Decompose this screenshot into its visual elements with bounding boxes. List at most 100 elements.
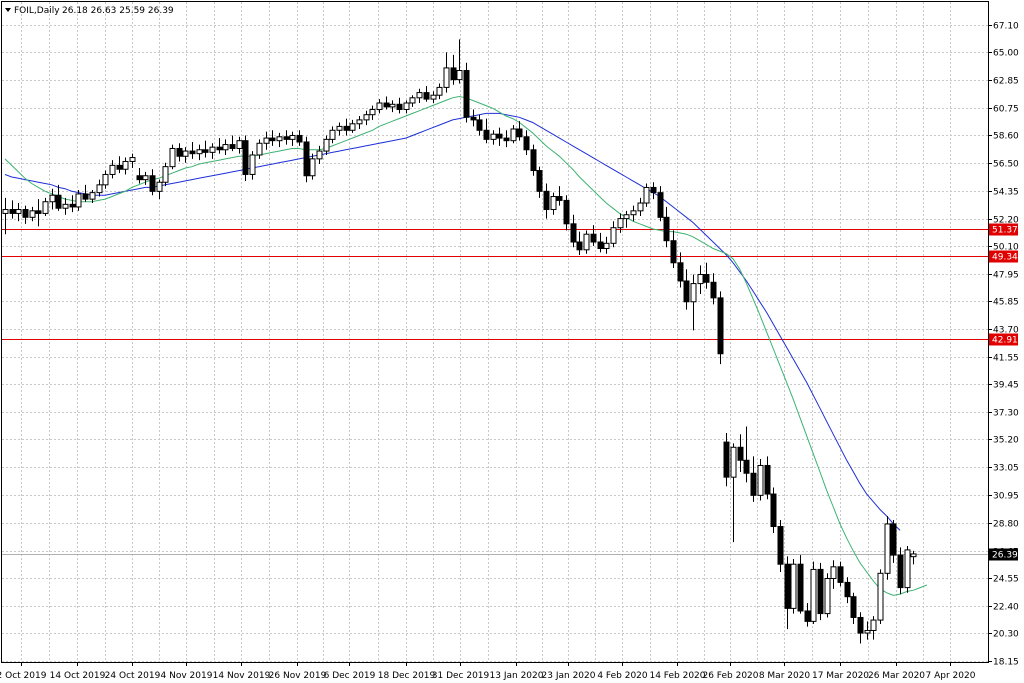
candle[interactable]: [670, 230, 677, 268]
candle[interactable]: [202, 140, 209, 158]
candle[interactable]: [142, 171, 149, 185]
candle[interactable]: [683, 269, 690, 310]
candle[interactable]: [303, 136, 310, 183]
candle[interactable]: [416, 88, 423, 103]
time-axis[interactable]: 2 Oct 2019 14 Oct 2019 24 Oct 2019 4 Nov 20…: [0, 662, 976, 681]
candle[interactable]: [129, 153, 136, 168]
candle[interactable]: [249, 151, 256, 180]
candle[interactable]: [2, 197, 9, 235]
candle[interactable]: [597, 232, 604, 253]
candle[interactable]: [850, 592, 857, 624]
candle[interactable]: [476, 114, 483, 136]
candle[interactable]: [463, 62, 470, 123]
candle[interactable]: [443, 52, 450, 93]
candle[interactable]: [623, 210, 630, 228]
candle[interactable]: [336, 122, 343, 136]
candle[interactable]: [276, 132, 283, 148]
candle[interactable]: [663, 206, 670, 248]
candle[interactable]: [263, 131, 270, 150]
candle[interactable]: [323, 135, 330, 155]
candle[interactable]: [42, 197, 49, 217]
candle[interactable]: [15, 203, 22, 222]
candle[interactable]: [122, 157, 129, 175]
candle[interactable]: [69, 195, 76, 213]
candle[interactable]: [196, 144, 203, 161]
candle[interactable]: [770, 487, 777, 534]
candle[interactable]: [162, 162, 169, 187]
candle[interactable]: [289, 131, 296, 146]
candle[interactable]: [470, 109, 477, 127]
candle[interactable]: [109, 160, 116, 179]
candle[interactable]: [316, 145, 323, 165]
candle[interactable]: [423, 86, 430, 102]
candle[interactable]: [456, 39, 463, 84]
candle[interactable]: [556, 186, 563, 206]
dropdown-triangle-icon[interactable]: [5, 8, 11, 12]
candle[interactable]: [450, 54, 457, 85]
candle[interactable]: [570, 214, 577, 248]
candle[interactable]: [697, 265, 704, 294]
candle[interactable]: [363, 110, 370, 126]
candle[interactable]: [269, 130, 276, 146]
candle[interactable]: [730, 443, 737, 543]
candle[interactable]: [690, 274, 697, 331]
candle[interactable]: [229, 135, 236, 152]
candle[interactable]: [176, 143, 183, 162]
candle[interactable]: [703, 262, 710, 289]
candle[interactable]: [356, 115, 363, 129]
candle[interactable]: [503, 130, 510, 148]
candle[interactable]: [383, 96, 390, 110]
candle[interactable]: [343, 118, 350, 136]
candle[interactable]: [643, 183, 650, 207]
candle[interactable]: [750, 456, 757, 502]
candle[interactable]: [156, 179, 163, 200]
candle[interactable]: [516, 121, 523, 141]
candle[interactable]: [550, 192, 557, 215]
price-axis[interactable]: 67.10 65.00 62.85 60.75 58.60 56.50 54.35 52.20…: [988, 22, 1019, 668]
candle[interactable]: [283, 130, 290, 145]
candle[interactable]: [830, 560, 837, 589]
candle[interactable]: [96, 179, 103, 197]
candle[interactable]: [256, 139, 263, 159]
candle[interactable]: [717, 291, 724, 365]
candle[interactable]: [897, 547, 904, 595]
candle[interactable]: [844, 577, 851, 604]
candle[interactable]: [169, 144, 176, 170]
candle[interactable]: [877, 569, 884, 624]
candle[interactable]: [743, 426, 750, 483]
candle[interactable]: [389, 100, 396, 113]
candle[interactable]: [496, 127, 503, 146]
candle[interactable]: [55, 184, 62, 211]
candle[interactable]: [777, 520, 784, 573]
candle[interactable]: [9, 200, 16, 219]
candle[interactable]: [784, 556, 791, 630]
candle[interactable]: [216, 138, 223, 154]
candle[interactable]: [182, 147, 189, 163]
candle[interactable]: [837, 561, 844, 587]
candle[interactable]: [870, 616, 877, 640]
candle[interactable]: [82, 184, 89, 202]
candle[interactable]: [102, 170, 109, 189]
candle[interactable]: [436, 83, 443, 100]
candle[interactable]: [817, 562, 824, 621]
candle[interactable]: [884, 516, 891, 580]
candle[interactable]: [530, 144, 537, 176]
candle[interactable]: [376, 99, 383, 114]
candle[interactable]: [710, 273, 717, 305]
candle[interactable]: [657, 186, 664, 222]
candle[interactable]: [723, 432, 730, 487]
candle[interactable]: [89, 190, 96, 204]
candle[interactable]: [409, 95, 416, 107]
candle[interactable]: [149, 169, 156, 196]
candle[interactable]: [369, 105, 376, 120]
candle[interactable]: [523, 130, 530, 155]
candle[interactable]: [576, 231, 583, 256]
candle[interactable]: [62, 197, 69, 215]
candle[interactable]: [890, 520, 897, 563]
candle[interactable]: [824, 573, 831, 618]
candle[interactable]: [35, 199, 42, 227]
candle[interactable]: [864, 621, 871, 640]
candle[interactable]: [116, 156, 123, 174]
candle[interactable]: [804, 603, 811, 627]
candle[interactable]: [810, 561, 817, 624]
